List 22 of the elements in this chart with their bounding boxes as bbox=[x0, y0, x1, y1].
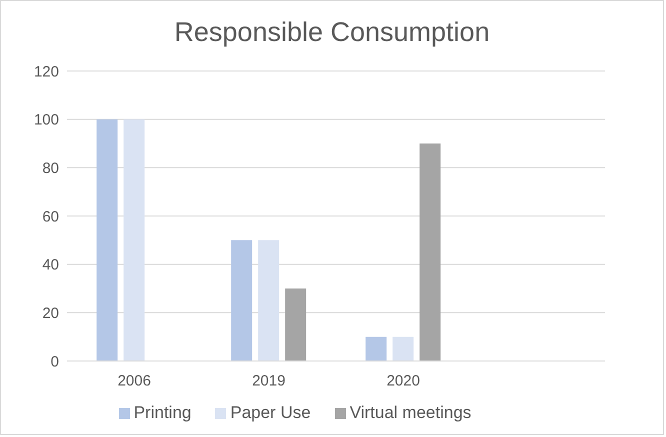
bar bbox=[392, 336, 414, 361]
legend-label: Virtual meetings bbox=[350, 403, 472, 422]
bar bbox=[420, 144, 441, 361]
x-tick-label: 2020 bbox=[386, 372, 420, 390]
bar bbox=[258, 240, 280, 361]
y-tick-label: 0 bbox=[50, 353, 59, 370]
bar bbox=[285, 288, 306, 361]
bar bbox=[96, 119, 118, 361]
x-tick-label: 2006 bbox=[118, 372, 151, 390]
y-tick-label: 120 bbox=[34, 63, 59, 80]
x-tick-label: 2019 bbox=[252, 372, 286, 390]
bar bbox=[124, 119, 145, 361]
y-tick-label: 100 bbox=[34, 112, 59, 129]
legend-label: Paper Use bbox=[230, 403, 311, 422]
y-tick-label: 20 bbox=[42, 304, 59, 322]
legend-label: Printing bbox=[134, 403, 192, 422]
bar bbox=[366, 336, 387, 361]
y-tick-label: 60 bbox=[42, 208, 59, 226]
bar bbox=[231, 240, 252, 361]
y-tick-label: 40 bbox=[42, 256, 59, 274]
chart-title: Responsible Consumption bbox=[173, 17, 491, 48]
y-tick-label: 80 bbox=[42, 160, 59, 177]
